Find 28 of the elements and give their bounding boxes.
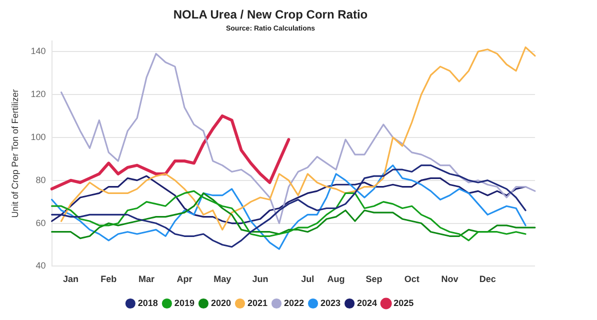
legend-label: 2025 xyxy=(394,298,414,308)
y-tick-label: 80 xyxy=(36,174,46,185)
x-tick-label: Jan xyxy=(63,274,79,284)
x-tick-label: Jul xyxy=(301,274,314,284)
y-tick-label: 100 xyxy=(30,132,46,142)
y-tick-label: 120 xyxy=(30,88,46,99)
legend-label: 2020 xyxy=(210,298,231,308)
legend-label: 2019 xyxy=(174,298,194,308)
legend-label: 2023 xyxy=(320,298,341,308)
legend-label: 2021 xyxy=(247,298,268,308)
x-tick-label: Mar xyxy=(138,274,156,284)
x-tick-label: Nov xyxy=(441,274,458,284)
x-tick-label: May xyxy=(214,274,232,284)
legend-label: 2024 xyxy=(357,298,378,308)
legend-label: 2018 xyxy=(138,298,158,308)
x-tick-label: Oct xyxy=(404,274,420,284)
legend-label: 2022 xyxy=(284,298,304,308)
x-tick-label: Apr xyxy=(176,274,193,284)
x-tick-label: Aug xyxy=(327,274,345,284)
y-tick-label: 140 xyxy=(30,46,46,56)
x-tick-label: Feb xyxy=(100,274,118,284)
x-tick-label: Jun xyxy=(252,274,268,284)
y-axis-title: Unit of Crop Per Ton of Fertilizer xyxy=(10,89,20,218)
x-tick-label: Dec xyxy=(479,274,496,284)
chart-title: NOLA Urea / New Crop Corn Ratio xyxy=(173,8,368,22)
x-tick-label: Sep xyxy=(366,274,383,284)
y-tick-label: 60 xyxy=(36,218,46,228)
y-tick-label: 40 xyxy=(36,260,46,271)
